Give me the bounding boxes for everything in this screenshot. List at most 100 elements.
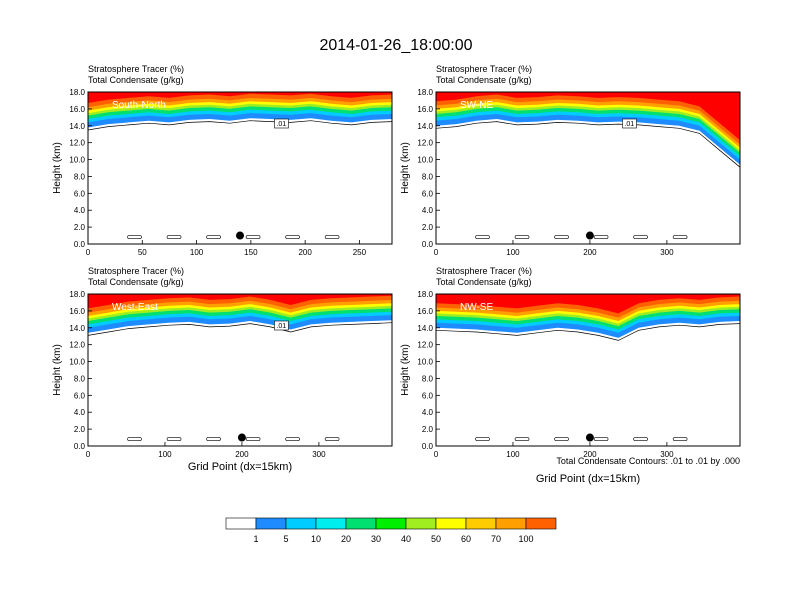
colorbar-swatch-2 [255, 517, 287, 530]
colorbar-label: 20 [341, 534, 351, 544]
y-tick-label: 14.0 [417, 324, 433, 333]
x-tick-label: 100 [506, 248, 520, 257]
x-tick-label: 150 [244, 248, 258, 257]
panel-label: NW-SE [460, 302, 493, 313]
y-tick-label: 18.0 [417, 290, 433, 299]
low-condensate-contour [324, 235, 340, 239]
condensate-contour [435, 323, 741, 341]
colorbar-swatch-3 [285, 517, 317, 530]
y-tick-label: 18.0 [69, 290, 85, 299]
y-tick-label: 16.0 [417, 105, 433, 114]
low-condensate-contour [554, 437, 569, 441]
y-tick-label: 12.0 [417, 341, 433, 350]
low-condensate-contour [206, 437, 221, 441]
panel-title-condensate: Total Condensate (g/kg) [436, 277, 532, 287]
y-tick-label: 18.0 [417, 88, 433, 97]
plot-frame [87, 91, 393, 245]
x-tick-label: 0 [86, 248, 91, 257]
low-condensate-contour [633, 437, 648, 441]
low-condensate-contour [633, 235, 648, 239]
y-tick-label: 16.0 [69, 105, 85, 114]
colorbar-swatch-7 [405, 517, 437, 530]
panel-3: Stratosphere Tracer (%)Total Condensate … [52, 266, 393, 473]
panel-title-condensate: Total Condensate (g/kg) [88, 75, 184, 85]
low-condensate-contour [475, 437, 490, 441]
y-tick-label: 0.0 [422, 240, 434, 249]
condensate-contour [87, 120, 393, 131]
tracer-band-8 [436, 294, 740, 314]
x-tick-label: 300 [660, 450, 674, 459]
panel-title-tracer: Stratosphere Tracer (%) [88, 64, 184, 74]
y-tick-label: 6.0 [422, 391, 434, 400]
y-tick-label: 10.0 [417, 358, 433, 367]
x-axis-label: Grid Point (dx=15km) [188, 461, 292, 473]
panel-title-tracer: Stratosphere Tracer (%) [88, 266, 184, 276]
y-tick-label: 8.0 [74, 374, 86, 383]
low-condensate-contour [166, 235, 182, 239]
y-tick-label: 4.0 [422, 206, 434, 215]
colorbar-swatch-8 [435, 517, 467, 530]
panel-title-condensate: Total Condensate (g/kg) [88, 277, 184, 287]
y-tick-label: 4.0 [74, 408, 86, 417]
y-tick-label: 10.0 [417, 156, 433, 165]
y-tick-label: 8.0 [74, 172, 86, 181]
x-tick-label: 200 [583, 248, 597, 257]
y-axis-label: Height (km) [52, 344, 63, 396]
y-tick-label: 6.0 [422, 189, 434, 198]
x-tick-label: 200 [298, 248, 312, 257]
location-marker [236, 231, 244, 240]
tracer-band-8 [88, 294, 392, 309]
plot-frame [435, 91, 741, 245]
tracer-band-8 [88, 92, 392, 103]
colorbar-swatch-4 [315, 517, 347, 530]
y-tick-label: 0.0 [74, 240, 86, 249]
y-axis-label: Height (km) [400, 344, 411, 396]
x-tick-label: 50 [138, 248, 147, 257]
x-tick-label: 0 [434, 450, 439, 459]
y-tick-label: 12.0 [417, 139, 433, 148]
y-tick-label: 18.0 [69, 88, 85, 97]
low-condensate-contour [672, 235, 688, 239]
contour-label: .01 [624, 121, 634, 128]
x-axis-label: Grid Point (dx=15km) [536, 473, 640, 485]
condensate-contour [435, 121, 741, 168]
colorbar-label: 10 [311, 534, 321, 544]
x-tick-label: 300 [312, 450, 326, 459]
contour-label: .01 [276, 121, 286, 128]
x-tick-label: 250 [353, 248, 367, 257]
plot-frame [87, 293, 393, 447]
y-tick-label: 8.0 [422, 172, 434, 181]
colorbar-label: 50 [431, 534, 441, 544]
colorbar-label: 30 [371, 534, 381, 544]
low-condensate-contour [672, 437, 688, 441]
y-tick-label: 10.0 [69, 358, 85, 367]
x-tick-label: 100 [158, 450, 172, 459]
colorbar-label: 5 [283, 534, 288, 544]
y-tick-label: 2.0 [422, 223, 434, 232]
y-tick-label: 8.0 [422, 374, 434, 383]
panel-4: Stratosphere Tracer (%)Total Condensate … [400, 266, 741, 485]
low-condensate-contour [127, 235, 142, 239]
y-tick-label: 10.0 [69, 156, 85, 165]
y-tick-label: 16.0 [417, 307, 433, 316]
tracer-band-8 [436, 92, 740, 141]
y-tick-label: 16.0 [69, 307, 85, 316]
y-tick-label: 2.0 [74, 425, 86, 434]
low-condensate-contour [593, 437, 609, 441]
location-marker [585, 231, 594, 240]
x-tick-label: 100 [190, 248, 204, 257]
x-tick-label: 0 [434, 248, 439, 257]
y-tick-label: 6.0 [74, 189, 86, 198]
plot-frame [435, 293, 741, 447]
panel-1: Stratosphere Tracer (%)Total Condensate … [52, 64, 393, 257]
contour-note: Total Condensate Contours: .01 to .01 by… [556, 456, 740, 466]
y-tick-label: 6.0 [74, 391, 86, 400]
low-condensate-contour [285, 235, 300, 239]
colorbar-swatch-6 [375, 517, 407, 530]
low-condensate-contour [554, 235, 569, 239]
colorbar: 1 5 10 20 30 40 50 60 70 100 [225, 517, 557, 544]
y-tick-label: 12.0 [69, 341, 85, 350]
contour-label: .01 [276, 323, 286, 330]
y-axis-label: Height (km) [400, 142, 411, 194]
